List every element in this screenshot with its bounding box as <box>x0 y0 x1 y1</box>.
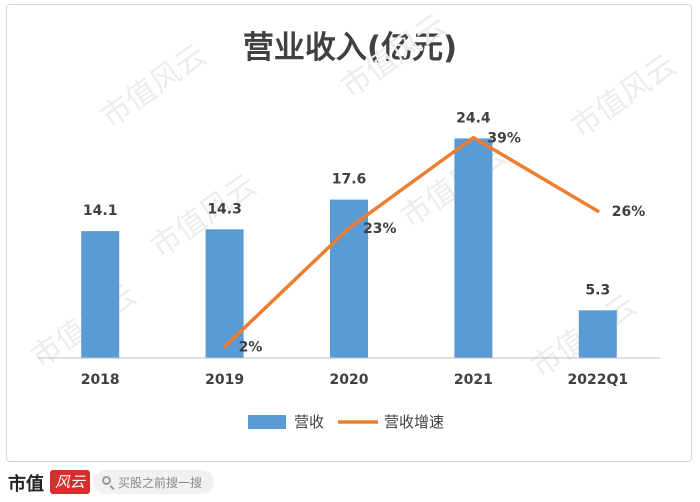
revenue-bar-label: 24.4 <box>456 110 491 126</box>
search-box[interactable]: 买股之前搜一搜 <box>94 470 214 494</box>
growth-label: 2% <box>239 340 263 356</box>
search-placeholder: 买股之前搜一搜 <box>118 476 203 490</box>
revenue-bar-label: 17.6 <box>332 172 367 188</box>
revenue-bar-label: 14.1 <box>83 203 118 219</box>
growth-label: 39% <box>487 131 521 147</box>
revenue-bar <box>578 310 617 358</box>
legend-label: 营收 <box>294 413 324 431</box>
revenue-bar <box>81 231 120 358</box>
revenue-bar <box>205 229 244 358</box>
footer-bar: 市值 风云 买股之前搜一搜 <box>0 462 700 502</box>
growth-label: 26% <box>612 204 646 220</box>
legend-label: 营收增速 <box>384 413 444 431</box>
growth-label: 23% <box>363 221 397 237</box>
x-tick-label: 2022Q1 <box>567 372 628 388</box>
brand-logo-text: 市值 <box>8 474 44 495</box>
x-tick-label: 2021 <box>454 372 493 388</box>
combo-chart: 14.1 2018 14.3 2019 17.6 2020 24.4 2021 5.3 2022Q… <box>38 110 660 431</box>
brand-seal-logo: 风云 <box>50 470 90 494</box>
search-icon <box>102 476 111 485</box>
x-tick-label: 2020 <box>330 372 369 388</box>
revenue-bar-label: 14.3 <box>207 201 242 217</box>
legend-swatch-bar <box>248 415 286 429</box>
x-tick-label: 2018 <box>81 372 120 388</box>
revenue-bar <box>454 138 493 358</box>
revenue-bar-label: 5.3 <box>585 282 610 298</box>
x-tick-label: 2019 <box>205 372 244 388</box>
chart-title: 营业收入(亿元) <box>242 30 458 66</box>
growth-line <box>222 135 600 349</box>
